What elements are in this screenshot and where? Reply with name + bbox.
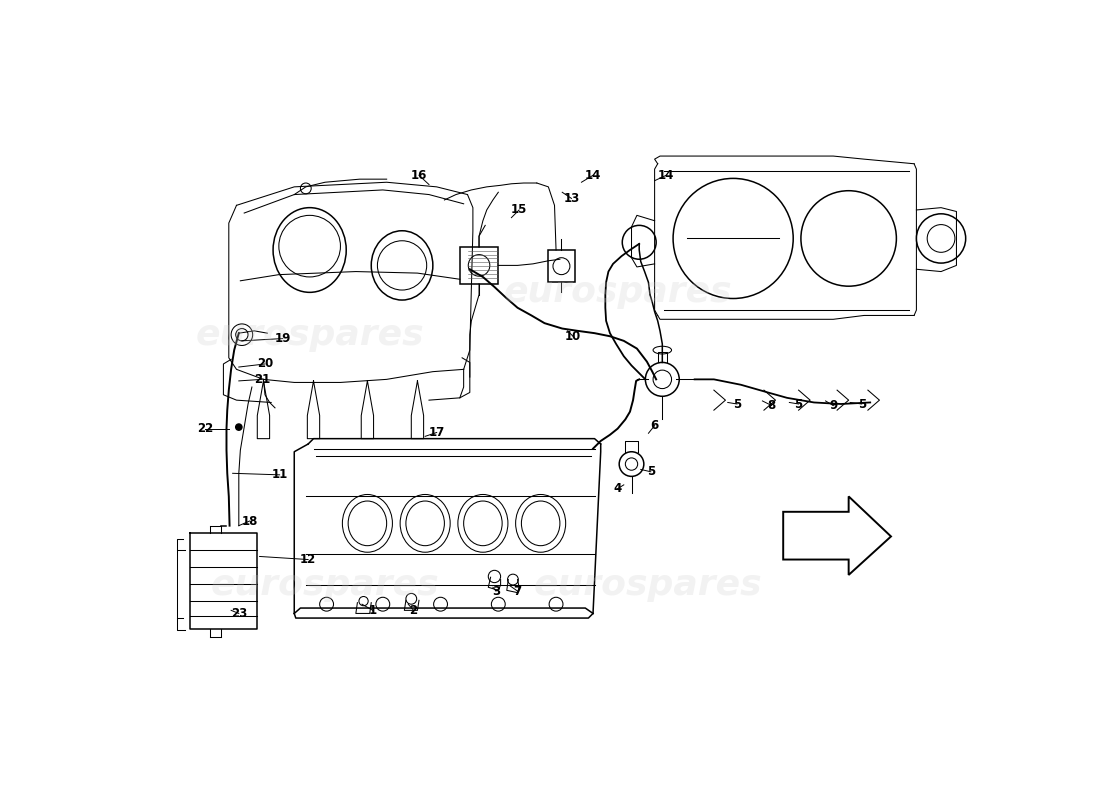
Text: 12: 12 bbox=[300, 553, 316, 566]
Text: 20: 20 bbox=[257, 358, 273, 370]
Text: 14: 14 bbox=[658, 169, 674, 182]
Text: 2: 2 bbox=[409, 604, 418, 617]
Text: 18: 18 bbox=[241, 514, 257, 527]
Text: 23: 23 bbox=[231, 607, 246, 620]
Text: eurospares: eurospares bbox=[504, 275, 732, 310]
Text: 10: 10 bbox=[565, 330, 581, 342]
Text: 5: 5 bbox=[647, 466, 654, 478]
Text: 5: 5 bbox=[858, 398, 866, 410]
Bar bbox=[460, 247, 498, 284]
Text: eurospares: eurospares bbox=[211, 568, 439, 602]
Text: 14: 14 bbox=[585, 169, 602, 182]
Text: 5: 5 bbox=[794, 398, 803, 410]
Text: 21: 21 bbox=[254, 373, 270, 386]
Text: 1: 1 bbox=[368, 604, 377, 617]
Text: 16: 16 bbox=[410, 169, 427, 182]
Text: 15: 15 bbox=[510, 203, 527, 217]
Bar bbox=[548, 250, 575, 282]
Text: 13: 13 bbox=[563, 192, 580, 205]
Polygon shape bbox=[783, 496, 891, 575]
Circle shape bbox=[235, 424, 242, 430]
Text: 19: 19 bbox=[275, 332, 290, 345]
Text: 5: 5 bbox=[733, 398, 741, 410]
Text: 9: 9 bbox=[829, 399, 837, 412]
Text: 6: 6 bbox=[650, 419, 659, 432]
Text: 8: 8 bbox=[768, 399, 776, 412]
Text: 17: 17 bbox=[429, 426, 444, 439]
Text: 11: 11 bbox=[272, 468, 288, 482]
Text: 3: 3 bbox=[492, 585, 500, 598]
Text: eurospares: eurospares bbox=[196, 318, 424, 352]
Text: eurospares: eurospares bbox=[535, 568, 762, 602]
Text: 22: 22 bbox=[197, 422, 213, 435]
Text: 7: 7 bbox=[514, 585, 521, 598]
Text: 4: 4 bbox=[614, 482, 622, 495]
